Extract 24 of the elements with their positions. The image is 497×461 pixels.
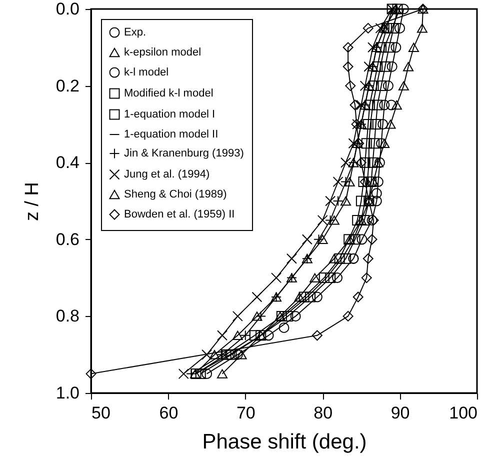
x-tick-label: 70	[236, 404, 256, 422]
legend-label: Bowden et al. (1959) II	[124, 208, 235, 220]
x-tick-label: 60	[159, 404, 178, 422]
y-tick-label: 0.4	[56, 153, 80, 172]
legend-label: 1-equation model I	[124, 108, 216, 120]
legend-label: k-epsilon model	[124, 46, 202, 58]
legend-label: Sheng & Choi (1989)	[124, 188, 227, 200]
y-axis-title: z / H	[22, 182, 43, 222]
legend-label: 1-equation model II	[124, 128, 218, 140]
x-tick-label: 80	[314, 404, 333, 422]
y-tick-label: 1.0	[56, 384, 80, 402]
legend-label: Jin & Kranenburg (1993)	[124, 148, 244, 160]
legend-label: Jung et al. (1994)	[124, 168, 210, 180]
x-tick-label: 90	[390, 404, 410, 422]
x-tick-label: 50	[92, 404, 110, 422]
x-tick-label: 100	[449, 404, 478, 422]
y-tick-label: 0.2	[56, 76, 80, 96]
y-tick-label: 0.0	[56, 0, 80, 18]
legend-label: k-l model	[124, 66, 169, 78]
legend-label: Modified k-l model	[124, 88, 214, 100]
x-axis-title: Phase shift (deg.)	[202, 430, 367, 454]
y-tick-label: 0.6	[56, 230, 80, 249]
legend-label: Exp.	[124, 26, 146, 38]
y-tick-label: 0.8	[56, 306, 80, 326]
